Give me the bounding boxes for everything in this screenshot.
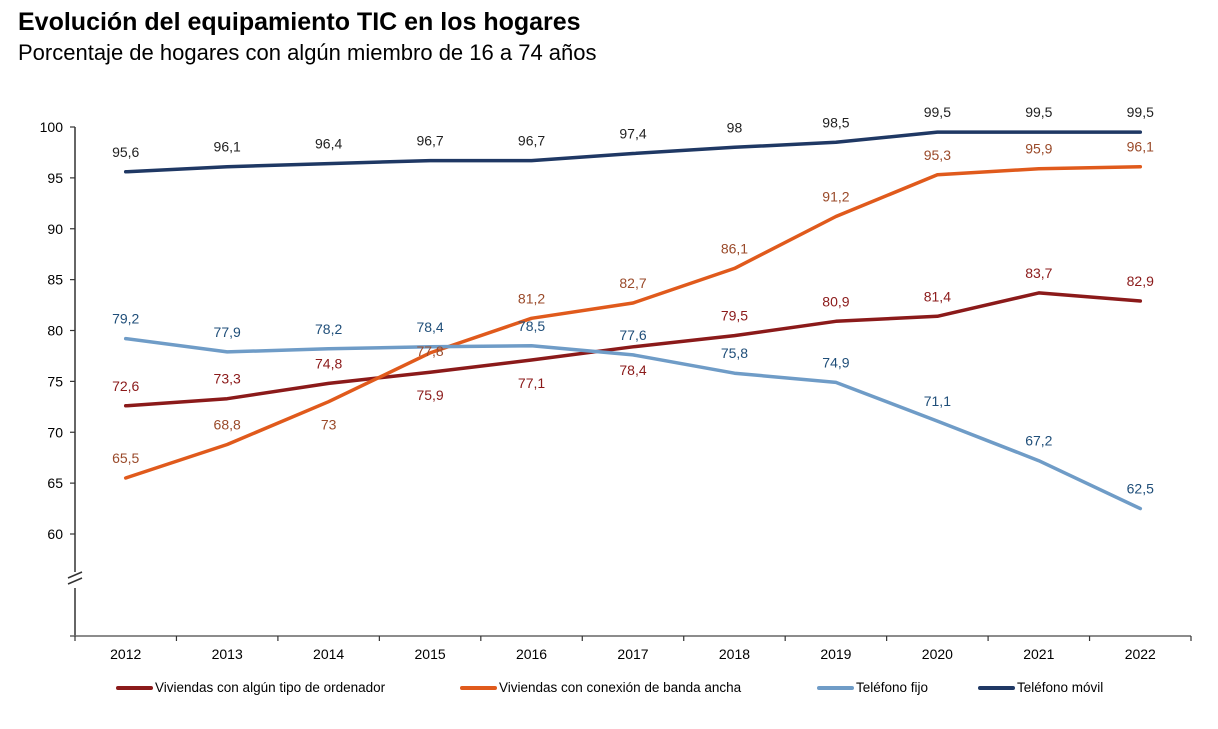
legend-label-banda-ancha: Viviendas con conexión de banda ancha [499, 680, 742, 695]
data-label-banda-ancha: 65,5 [112, 450, 139, 466]
axis-break-mark [67, 577, 83, 585]
data-label-banda-ancha: 77,8 [416, 343, 443, 359]
series-line-telefono-fijo [123, 336, 1143, 511]
data-label-ordenador: 75,9 [416, 387, 443, 403]
data-label-banda-ancha: 82,7 [619, 275, 646, 291]
legend-item-ordenador: Viviendas con algún tipo de ordenador [116, 680, 385, 695]
series-line-banda-ancha [123, 164, 1143, 480]
data-label-telefono-movil: 96,7 [416, 133, 443, 149]
legend-label-telefono-fijo: Teléfono fijo [856, 680, 929, 695]
data-label-banda-ancha: 81,2 [518, 290, 545, 306]
data-label-telefono-movil: 98,5 [822, 114, 849, 130]
data-label-ordenador: 83,7 [1025, 265, 1052, 281]
y-tick-label: 75 [47, 373, 63, 389]
data-label-banda-ancha: 91,2 [822, 189, 849, 205]
data-label-ordenador: 77,1 [518, 375, 545, 391]
x-tick-label: 2016 [516, 646, 547, 662]
series-line-ordenador [123, 291, 1143, 408]
data-label-telefono-movil: 99,5 [1127, 104, 1154, 120]
data-label-telefono-movil: 96,7 [518, 133, 545, 149]
axis-break-mark [67, 571, 83, 579]
x-tick-label: 2021 [1023, 646, 1054, 662]
data-label-telefono-fijo: 71,1 [924, 393, 951, 409]
legend-swatch-banda-ancha [460, 685, 497, 690]
series-lines [123, 130, 1143, 511]
y-tick-label: 90 [47, 221, 63, 237]
data-label-ordenador: 80,9 [822, 293, 849, 309]
data-label-banda-ancha: 95,3 [924, 147, 951, 163]
series-line-telefono-movil [123, 130, 1143, 174]
data-label-ordenador: 74,8 [315, 355, 342, 371]
data-label-telefono-movil: 99,5 [924, 104, 951, 120]
x-tick-label: 2012 [110, 646, 141, 662]
y-tick-label: 85 [47, 272, 63, 288]
data-label-telefono-fijo: 75,8 [721, 345, 748, 361]
legend-swatch-telefono-fijo [817, 685, 854, 690]
x-tick-label: 2022 [1125, 646, 1156, 662]
data-label-telefono-fijo: 78,5 [518, 318, 545, 334]
chart-title: Evolución del equipamiento TIC en los ho… [18, 8, 581, 36]
data-label-ordenador: 79,5 [721, 308, 748, 324]
x-tick-label: 2020 [922, 646, 953, 662]
data-label-telefono-movil: 98 [727, 119, 743, 135]
data-label-telefono-movil: 96,4 [315, 136, 342, 152]
data-label-banda-ancha: 95,9 [1025, 141, 1052, 157]
data-label-banda-ancha: 96,1 [1127, 139, 1154, 155]
y-tick-label: 95 [47, 170, 63, 186]
data-label-telefono-movil: 95,6 [112, 144, 139, 160]
data-label-telefono-movil: 96,1 [214, 139, 241, 155]
y-tick-label: 65 [47, 475, 63, 491]
data-label-banda-ancha: 73 [321, 417, 337, 433]
data-label-ordenador: 82,9 [1127, 273, 1154, 289]
legend-swatch-ordenador [116, 685, 153, 690]
x-tick-label: 2018 [719, 646, 750, 662]
data-label-telefono-fijo: 77,6 [619, 327, 646, 343]
x-tick-label: 2013 [212, 646, 243, 662]
data-label-ordenador: 78,4 [619, 362, 646, 378]
legend: Viviendas con algún tipo de ordenador Vi… [0, 680, 1218, 704]
legend-item-banda-ancha: Viviendas con conexión de banda ancha [460, 680, 741, 695]
data-label-telefono-movil: 97,4 [619, 125, 646, 141]
chart-subtitle: Porcentaje de hogares con algún miembro … [18, 40, 597, 65]
x-tick-label: 2015 [415, 646, 446, 662]
legend-item-telefono-movil: Teléfono móvil [978, 680, 1103, 695]
data-label-banda-ancha: 68,8 [214, 416, 241, 432]
x-tick-label: 2014 [313, 646, 344, 662]
legend-swatch-telefono-movil [978, 685, 1015, 690]
data-label-telefono-fijo: 74,9 [822, 354, 849, 370]
data-label-telefono-fijo: 78,4 [416, 319, 443, 335]
y-tick-label: 80 [47, 323, 63, 339]
data-label-telefono-fijo: 79,2 [112, 311, 139, 327]
data-label-ordenador: 81,4 [924, 288, 951, 304]
data-label-telefono-fijo: 77,9 [214, 324, 241, 340]
data-label-telefono-movil: 99,5 [1025, 104, 1052, 120]
axes: 100 95 90 85 80 75 70 65 60 2012 2013 2014 2015 2016 2… [40, 119, 1192, 662]
x-tick-label: 2017 [617, 646, 648, 662]
legend-label-ordenador: Viviendas con algún tipo de ordenador [155, 680, 386, 695]
legend-item-telefono-fijo: Teléfono fijo [817, 680, 928, 695]
x-tick-label: 2019 [820, 646, 851, 662]
data-label-banda-ancha: 86,1 [721, 240, 748, 256]
data-labels: 72,6 73,3 74,8 75,9 77,1 78,4 79,5 80,9 81,4 83,7… [112, 104, 1154, 496]
data-label-telefono-fijo: 67,2 [1025, 433, 1052, 449]
y-tick-label: 100 [40, 119, 64, 135]
data-label-ordenador: 72,6 [112, 378, 139, 394]
data-label-telefono-fijo: 78,2 [315, 321, 342, 337]
y-tick-label: 70 [47, 424, 63, 440]
data-label-ordenador: 73,3 [214, 371, 241, 387]
data-label-telefono-fijo: 62,5 [1127, 481, 1154, 497]
legend-label-telefono-movil: Teléfono móvil [1017, 680, 1104, 695]
y-tick-label: 60 [47, 526, 63, 542]
